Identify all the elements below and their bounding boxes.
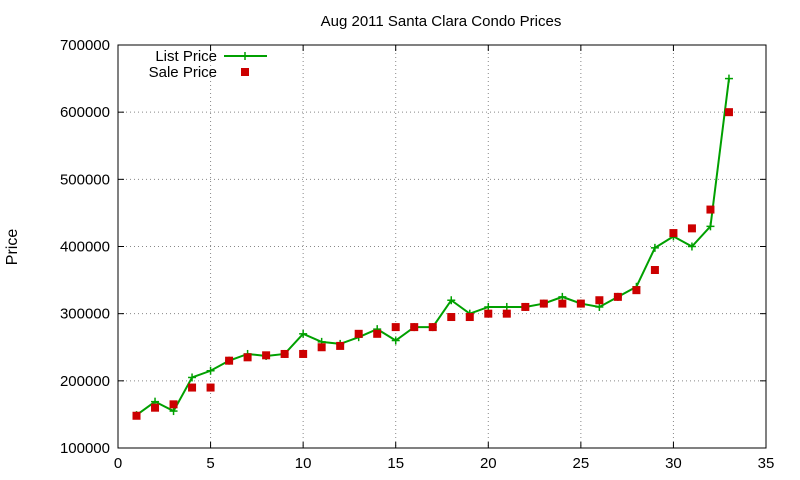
list-price-point: [206, 366, 215, 375]
x-tick-label: 20: [480, 455, 497, 472]
sale-price-point: [151, 403, 160, 412]
sale-price-point: [336, 341, 345, 350]
sale-price-point: [410, 323, 419, 332]
sale-price-point: [373, 329, 382, 338]
list-price-point: [169, 407, 178, 416]
sale-price-point: [188, 383, 197, 392]
sale-price-point: [687, 224, 696, 233]
y-tick-label: 100000: [60, 440, 110, 457]
sale-price-point: [632, 286, 641, 295]
legend-label-sale-price: Sale Price: [149, 64, 217, 81]
sale-price-point: [650, 266, 659, 275]
sale-price-series: [132, 108, 733, 420]
sale-price-point: [206, 383, 215, 392]
legend-swatch-marker: [241, 68, 249, 76]
sale-price-point: [169, 400, 178, 409]
y-tick-label: 300000: [60, 306, 110, 323]
list-price-point: [447, 296, 456, 305]
sale-price-point: [724, 108, 733, 117]
sale-price-point: [706, 205, 715, 214]
list-price-point: [687, 242, 696, 251]
x-tick-label: 15: [387, 455, 404, 472]
sale-price-point: [299, 349, 308, 358]
grid: [118, 45, 766, 448]
y-tick-label: 500000: [60, 171, 110, 188]
sale-price-point: [558, 299, 567, 308]
sale-price-point: [391, 323, 400, 332]
legend-item-sale-price: Sale Price: [149, 64, 249, 81]
legend-label-list-price: List Price: [155, 48, 217, 65]
sale-price-point: [354, 329, 363, 338]
list-price-point: [558, 292, 567, 301]
y-axis-label: Price: [4, 229, 21, 266]
list-price-point: [724, 74, 733, 83]
list-price-point: [299, 329, 308, 338]
list-price-point: [484, 302, 493, 311]
y-tick-label: 600000: [60, 104, 110, 121]
axes: 0 5 10 15 20 25 30 35 100000 200000 300000 400000 50…: [60, 37, 774, 472]
sale-price-point: [595, 296, 604, 305]
x-tick-label: 5: [206, 455, 214, 472]
x-tick-label: 25: [573, 455, 590, 472]
sale-price-point: [280, 349, 289, 358]
sale-price-point: [613, 292, 622, 301]
x-tick-label: 30: [665, 455, 682, 472]
sale-price-point: [521, 302, 530, 311]
x-tick-label: 0: [114, 455, 122, 472]
x-tick-label: 35: [758, 455, 775, 472]
sale-price-point: [576, 299, 585, 308]
x-tick-label: 10: [295, 455, 312, 472]
series: [132, 74, 733, 420]
list-price-point: [595, 302, 604, 311]
legend-swatch-marker: [241, 52, 249, 60]
sale-price-point: [317, 343, 326, 352]
y-tick-label: 400000: [60, 239, 110, 256]
sale-price-point: [132, 411, 141, 420]
sale-price-point: [428, 323, 437, 332]
sale-price-point: [669, 229, 678, 238]
legend-item-list-price: List Price: [155, 48, 267, 65]
sale-price-point: [484, 309, 493, 318]
sale-price-point: [225, 356, 234, 365]
sale-price-point: [502, 309, 511, 318]
chart-title: Aug 2011 Santa Clara Condo Prices: [321, 13, 562, 30]
list-price-point: [706, 222, 715, 231]
list-price-point: [391, 336, 400, 345]
sale-price-point: [262, 351, 271, 360]
sale-price-point: [243, 353, 252, 362]
sale-price-point: [447, 313, 456, 322]
list-price-point: [650, 243, 659, 252]
y-tick-label: 700000: [60, 37, 110, 54]
list-price-point: [502, 302, 511, 311]
sale-price-point: [539, 299, 548, 308]
list-price-point: [188, 373, 197, 382]
y-tick-label: 200000: [60, 373, 110, 390]
sale-price-point: [465, 313, 474, 322]
